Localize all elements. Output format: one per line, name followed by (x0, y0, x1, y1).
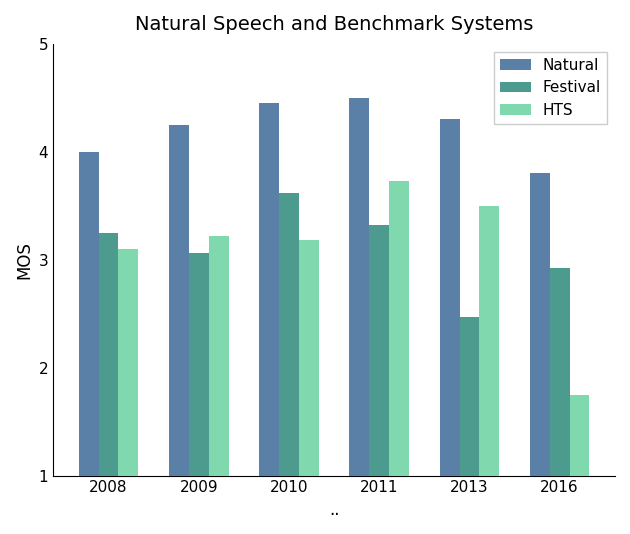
Bar (530, 174, 550, 476)
Bar (440, 120, 459, 476)
Bar (479, 206, 499, 476)
Bar (189, 253, 209, 476)
X-axis label: ..: .. (329, 501, 340, 519)
Bar (389, 181, 409, 476)
Title: Natural Speech and Benchmark Systems: Natural Speech and Benchmark Systems (135, 15, 533, 34)
Bar (279, 193, 299, 476)
Bar (369, 225, 389, 476)
Bar (79, 152, 98, 476)
Y-axis label: MOS: MOS (15, 241, 33, 279)
Bar (299, 240, 319, 476)
Bar (570, 395, 590, 476)
Bar (459, 317, 479, 476)
Bar (118, 249, 138, 476)
Legend: Natural, Festival, HTS: Natural, Festival, HTS (494, 51, 607, 124)
Bar (350, 98, 369, 476)
Bar (550, 269, 570, 476)
Bar (98, 233, 118, 476)
Bar (209, 236, 229, 476)
Bar (259, 103, 279, 476)
Bar (169, 125, 189, 476)
